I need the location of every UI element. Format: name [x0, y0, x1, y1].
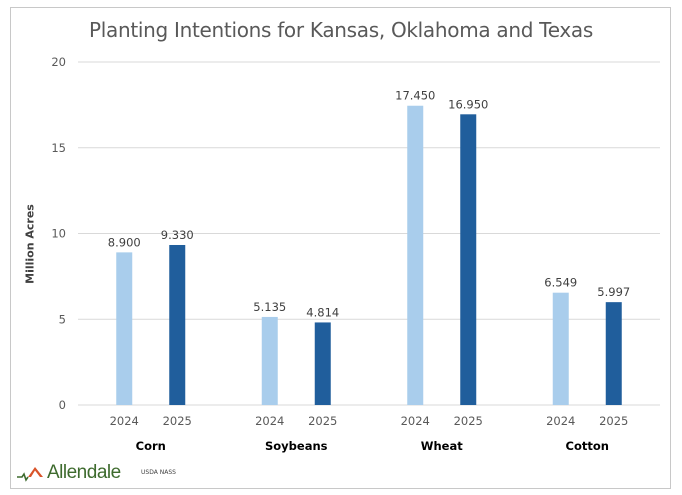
data-label: 4.814 [306, 305, 339, 319]
data-label: 5.997 [597, 285, 630, 299]
data-labels: 8.900 9.330 5.135 4.814 17.450 16.950 6.549 5.9… [108, 89, 630, 320]
chart-title: Planting Intentions for Kansas, Oklahoma… [89, 18, 593, 42]
data-label: 6.549 [544, 276, 577, 290]
bar-wheat-2025 [460, 114, 477, 406]
x-year-label: 2024 [110, 414, 139, 428]
bar-corn-2024 [116, 252, 133, 405]
y-tick-label: 0 [59, 398, 66, 412]
x-year-label: 2025 [454, 414, 483, 428]
y-tick-label: 10 [51, 227, 66, 241]
logo-mark-icon [17, 467, 43, 482]
x-category-label: Corn [136, 439, 166, 453]
bar-cotton-2025 [605, 302, 622, 405]
chart-frame [10, 7, 671, 489]
x-year-label: 2024 [401, 414, 430, 428]
bar-cotton-2024 [552, 292, 569, 405]
bar-soybeans-2024 [261, 316, 278, 405]
y-axis-ticks: 0 5 10 15 20 [51, 55, 66, 412]
allendale-logo: Allendale [16, 462, 121, 484]
y-tick-label: 20 [51, 55, 66, 69]
y-tick-label: 15 [51, 141, 66, 155]
bar-soybeans-2025 [314, 322, 331, 405]
x-axis-year-labels: 2024 2025 2024 2025 2024 2025 2024 2025 [110, 414, 629, 428]
data-label: 17.450 [395, 89, 435, 103]
x-category-label: Cotton [566, 439, 609, 453]
y-tick-label: 5 [59, 312, 66, 326]
x-year-label: 2025 [599, 414, 628, 428]
bar-wheat-2024 [407, 105, 424, 406]
x-category-label: Wheat [421, 439, 463, 453]
data-label: 9.330 [161, 228, 194, 242]
data-label: 8.900 [108, 235, 141, 249]
x-year-label: 2024 [546, 414, 575, 428]
source-note: USDA NASS [141, 469, 176, 476]
x-category-label: Soybeans [265, 439, 328, 453]
bar-corn-2025 [169, 244, 186, 405]
data-label: 16.950 [448, 97, 488, 111]
x-axis-category-labels: Corn Soybeans Wheat Cotton [136, 439, 609, 453]
logo-text: Allendale [47, 462, 121, 483]
data-label: 5.135 [253, 300, 286, 314]
x-year-label: 2024 [255, 414, 284, 428]
bars [116, 105, 622, 406]
x-year-label: 2025 [163, 414, 192, 428]
x-year-label: 2025 [308, 414, 337, 428]
